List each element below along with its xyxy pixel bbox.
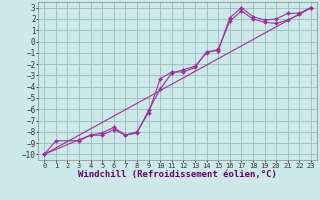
X-axis label: Windchill (Refroidissement éolien,°C): Windchill (Refroidissement éolien,°C) (78, 170, 277, 179)
